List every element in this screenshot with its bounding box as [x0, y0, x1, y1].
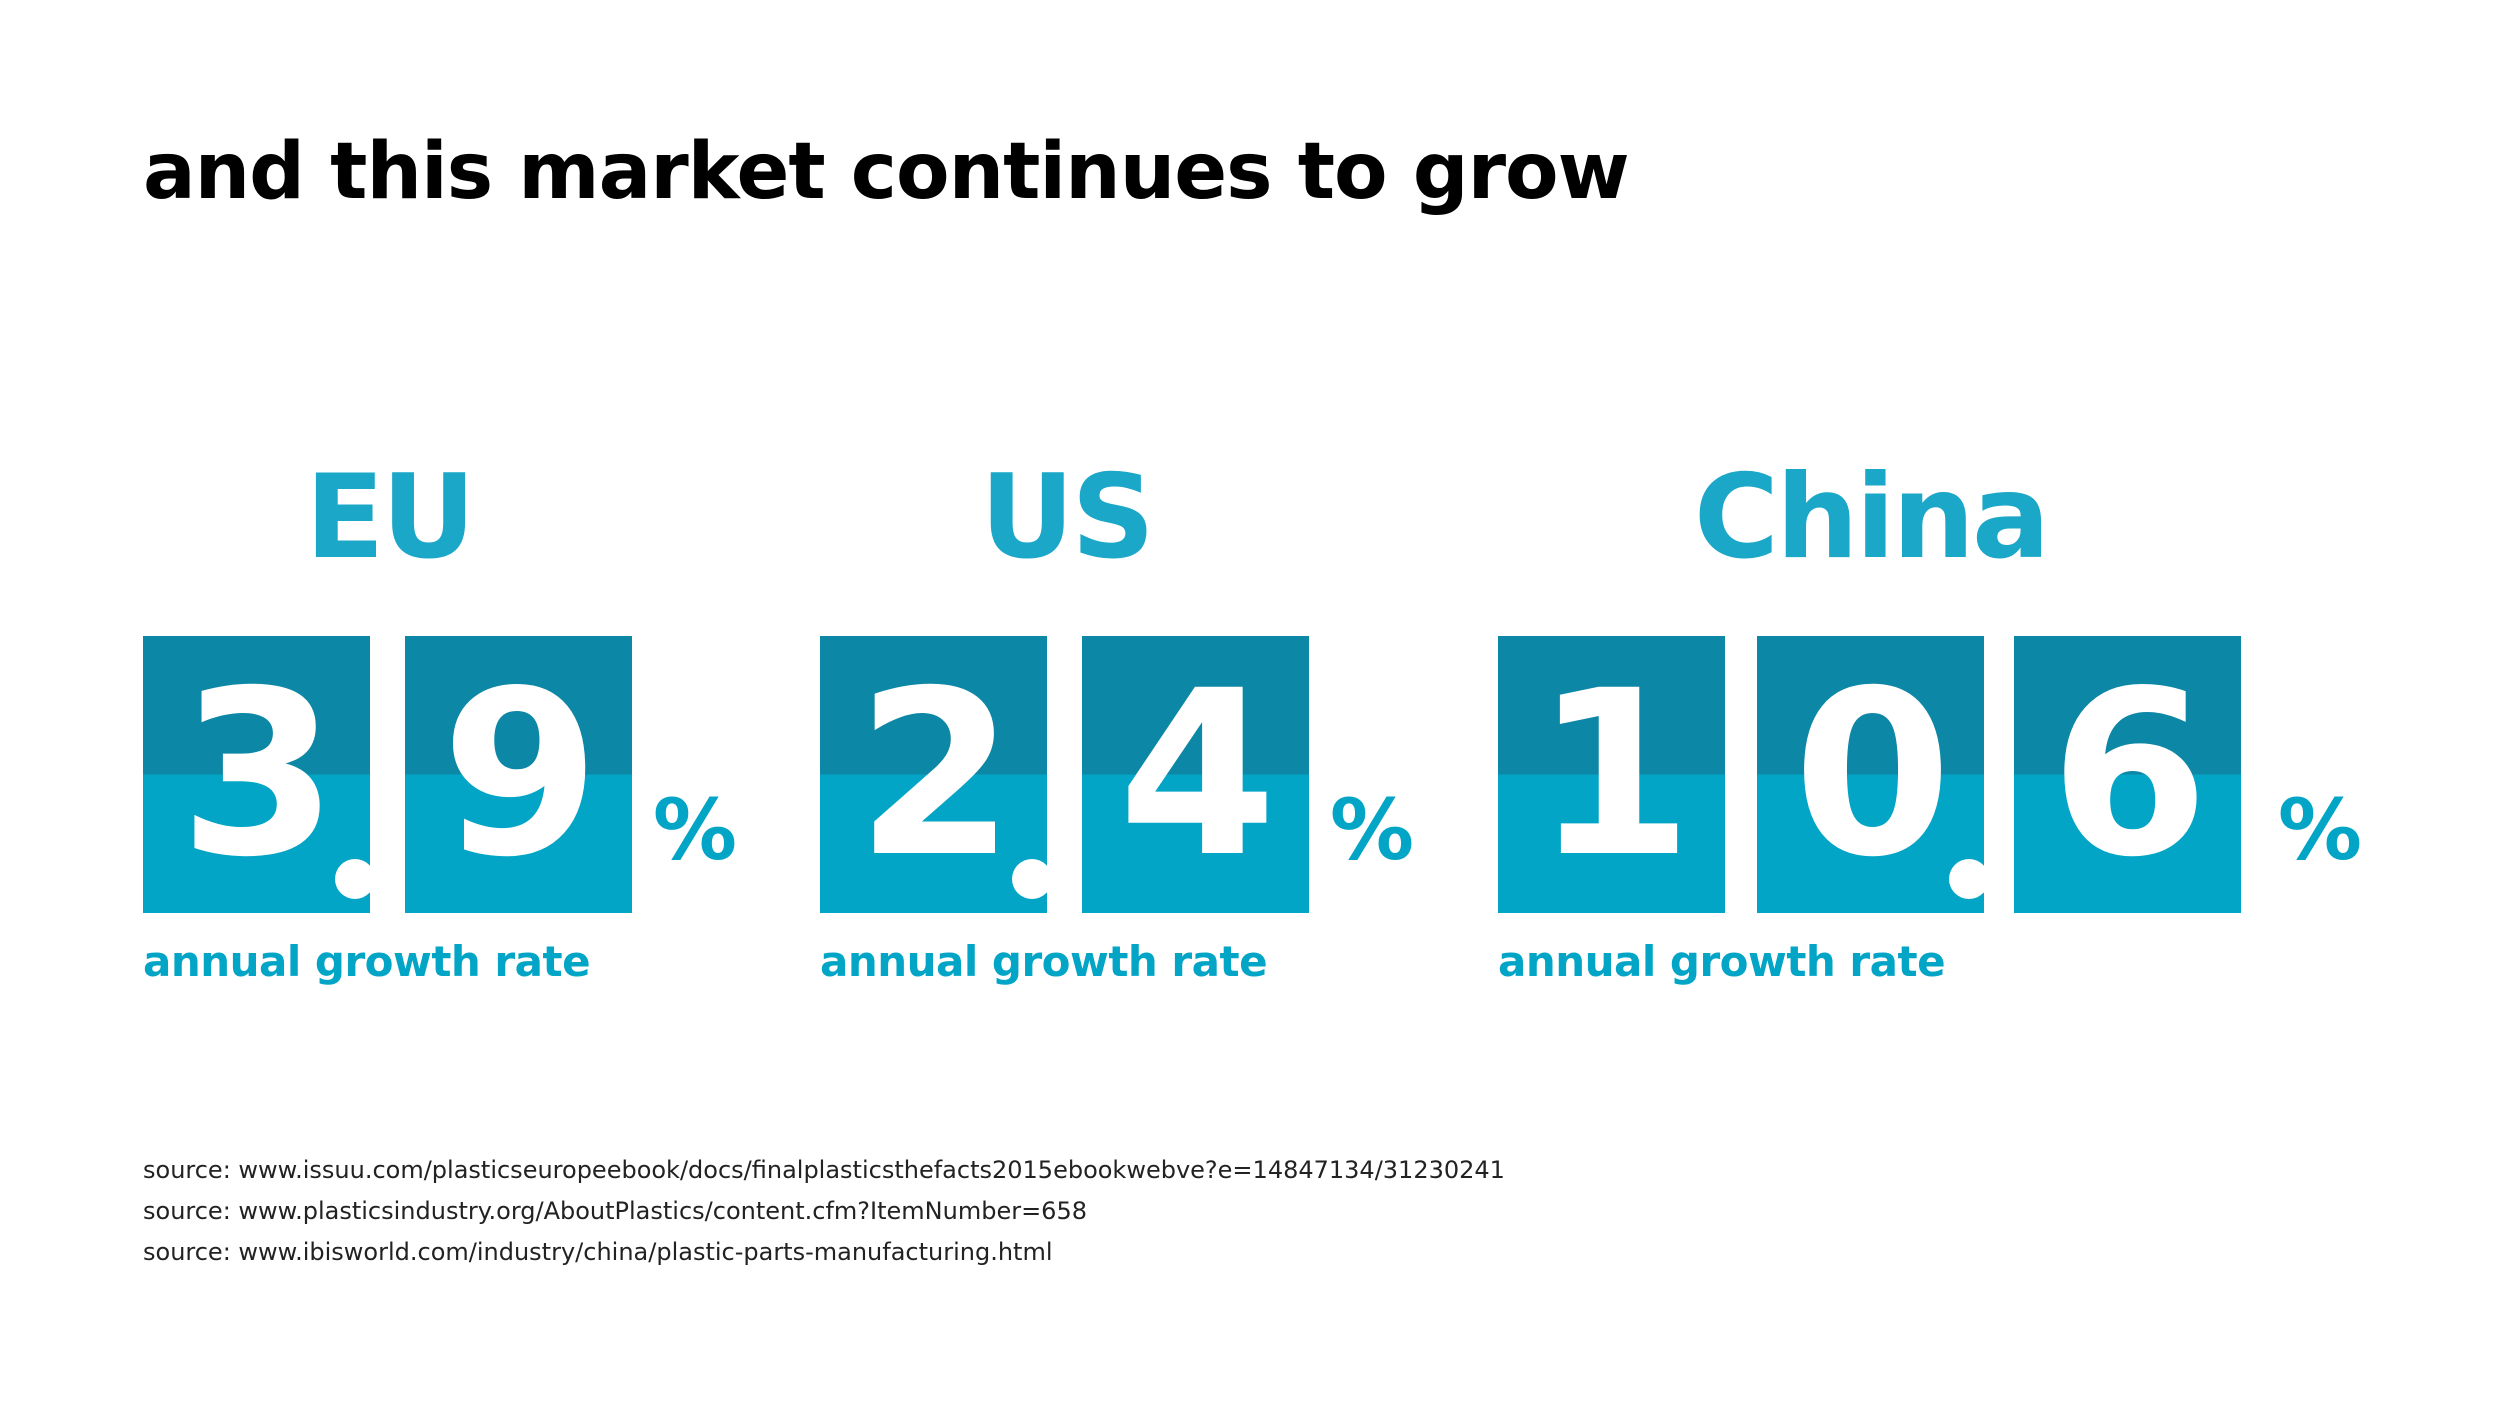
digit-us-2: 4 [1118, 641, 1277, 907]
digit-eu-1: 3 [179, 641, 338, 907]
sources-list: source: www.issuu.com/plasticseuropeeboo… [143, 1150, 2343, 1273]
percent-sign-china: % [2277, 781, 2363, 879]
region-label-eu: EU [305, 450, 475, 585]
digit-tile-china-1: 1 [1498, 636, 1725, 913]
caption-eu: annual growth rate [143, 937, 591, 986]
slide-title: and this market continues to grow [143, 127, 1630, 217]
digit-tile-eu-1: 3 [143, 636, 370, 913]
decimal-point-us [1012, 859, 1047, 899]
digit-tile-china-3: 6 [2014, 636, 2241, 913]
source-line: source: www.plasticsindustry.org/AboutPl… [143, 1197, 1087, 1225]
region-label-china: China [1693, 450, 2050, 585]
decimal-point-china [1949, 859, 1984, 899]
caption-china: annual growth rate [1498, 937, 1946, 986]
digit-tile-china-2: 0 [1757, 636, 1984, 913]
digit-tile-us-2: 4 [1082, 636, 1309, 913]
digit-eu-2: 9 [441, 641, 600, 907]
digit-us-1: 2 [856, 641, 1015, 907]
caption-us: annual growth rate [820, 937, 1268, 986]
source-line: source: www.issuu.com/plasticseuropeeboo… [143, 1156, 1505, 1184]
digit-china-1: 1 [1534, 641, 1693, 907]
region-label-us: US [980, 450, 1155, 585]
digit-tile-eu-2: 9 [405, 636, 632, 913]
digit-china-2: 0 [1793, 641, 1952, 907]
digit-tile-us-1: 2 [820, 636, 1047, 913]
percent-sign-us: % [1329, 781, 1415, 879]
percent-sign-eu: % [652, 781, 738, 879]
decimal-point-eu [335, 859, 370, 899]
source-line: source: www.ibisworld.com/industry/china… [143, 1238, 1053, 1266]
digit-china-3: 6 [2050, 641, 2209, 907]
